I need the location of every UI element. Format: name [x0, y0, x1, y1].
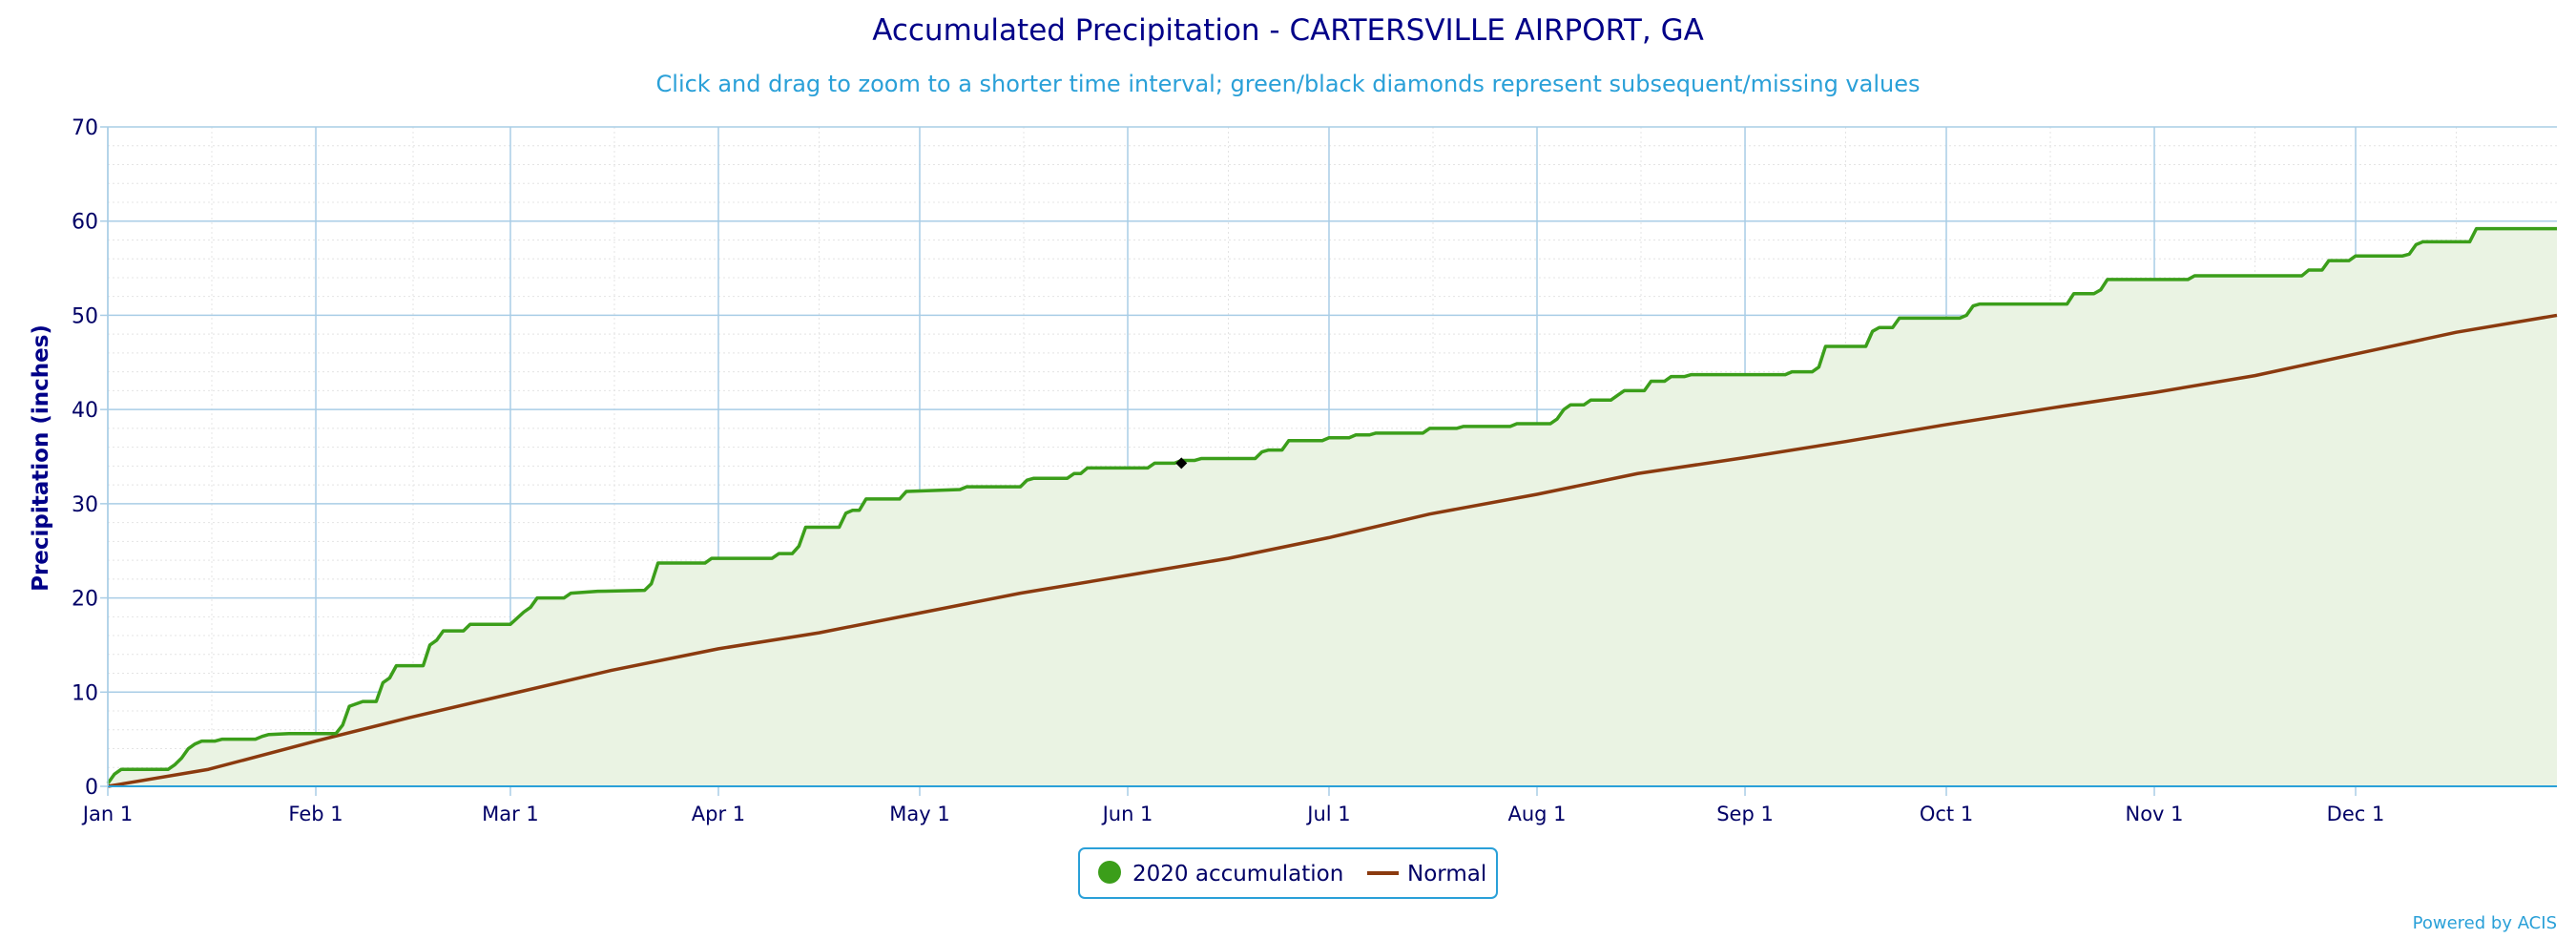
- x-tick-label: Oct 1: [1920, 803, 1973, 825]
- legend[interactable]: 2020 accumulation Normal: [1078, 847, 1498, 899]
- legend-item-normal[interactable]: Normal: [1367, 862, 1486, 887]
- legend-item-2020-accumulation[interactable]: 2020 accumulation: [1098, 861, 1343, 887]
- x-tick-label: Feb 1: [288, 803, 343, 825]
- x-tick-label: Jan 1: [81, 803, 133, 825]
- x-tick-label: Nov 1: [2126, 803, 2184, 825]
- legend-normal-label: Normal: [1407, 862, 1486, 887]
- plot-series: [106, 226, 2558, 788]
- x-tick-label: May 1: [889, 803, 949, 825]
- y-tick-label: 0: [85, 776, 98, 800]
- x-tick-label: Jun 1: [1101, 803, 1153, 825]
- x-tick-label: Jul 1: [1305, 803, 1350, 825]
- x-tick-label: Dec 1: [2327, 803, 2385, 825]
- chart-subtitle: Click and drag to zoom to a shorter time…: [656, 71, 1921, 97]
- powered-by-credit[interactable]: Powered by ACIS: [2413, 913, 2557, 933]
- y-tick-label: 50: [72, 304, 98, 328]
- x-tick-label: Aug 1: [1507, 803, 1566, 825]
- x-tick-label: Mar 1: [482, 803, 539, 825]
- y-tick-label: 10: [72, 681, 98, 705]
- y-tick-label: 20: [72, 588, 98, 612]
- legend-accumulation-marker: [1098, 861, 1121, 884]
- y-tick-label: 40: [72, 399, 98, 423]
- x-tick-label: Sep 1: [1716, 803, 1774, 825]
- y-tick-label: 70: [72, 116, 98, 140]
- axes: 0 10 20 30 40 50 60 70 Jan 1 Feb 1 Mar 1 Apr 1 May 1…: [72, 116, 2557, 825]
- chart-title: Accumulated Precipitation - CARTERSVILLE…: [872, 13, 1704, 48]
- x-tick-label: Apr 1: [692, 803, 745, 825]
- legend-accumulation-label: 2020 accumulation: [1132, 862, 1343, 887]
- missing-value-diamond[interactable]: [1175, 457, 1188, 470]
- normal-series-line: [107, 313, 2558, 788]
- y-axis-label: Precipitation (inches): [29, 324, 53, 592]
- y-tick-label: 30: [72, 493, 98, 517]
- legend-box: [1078, 847, 1498, 899]
- accumulation-series-line: [106, 226, 2557, 785]
- y-tick-label: 60: [72, 211, 98, 235]
